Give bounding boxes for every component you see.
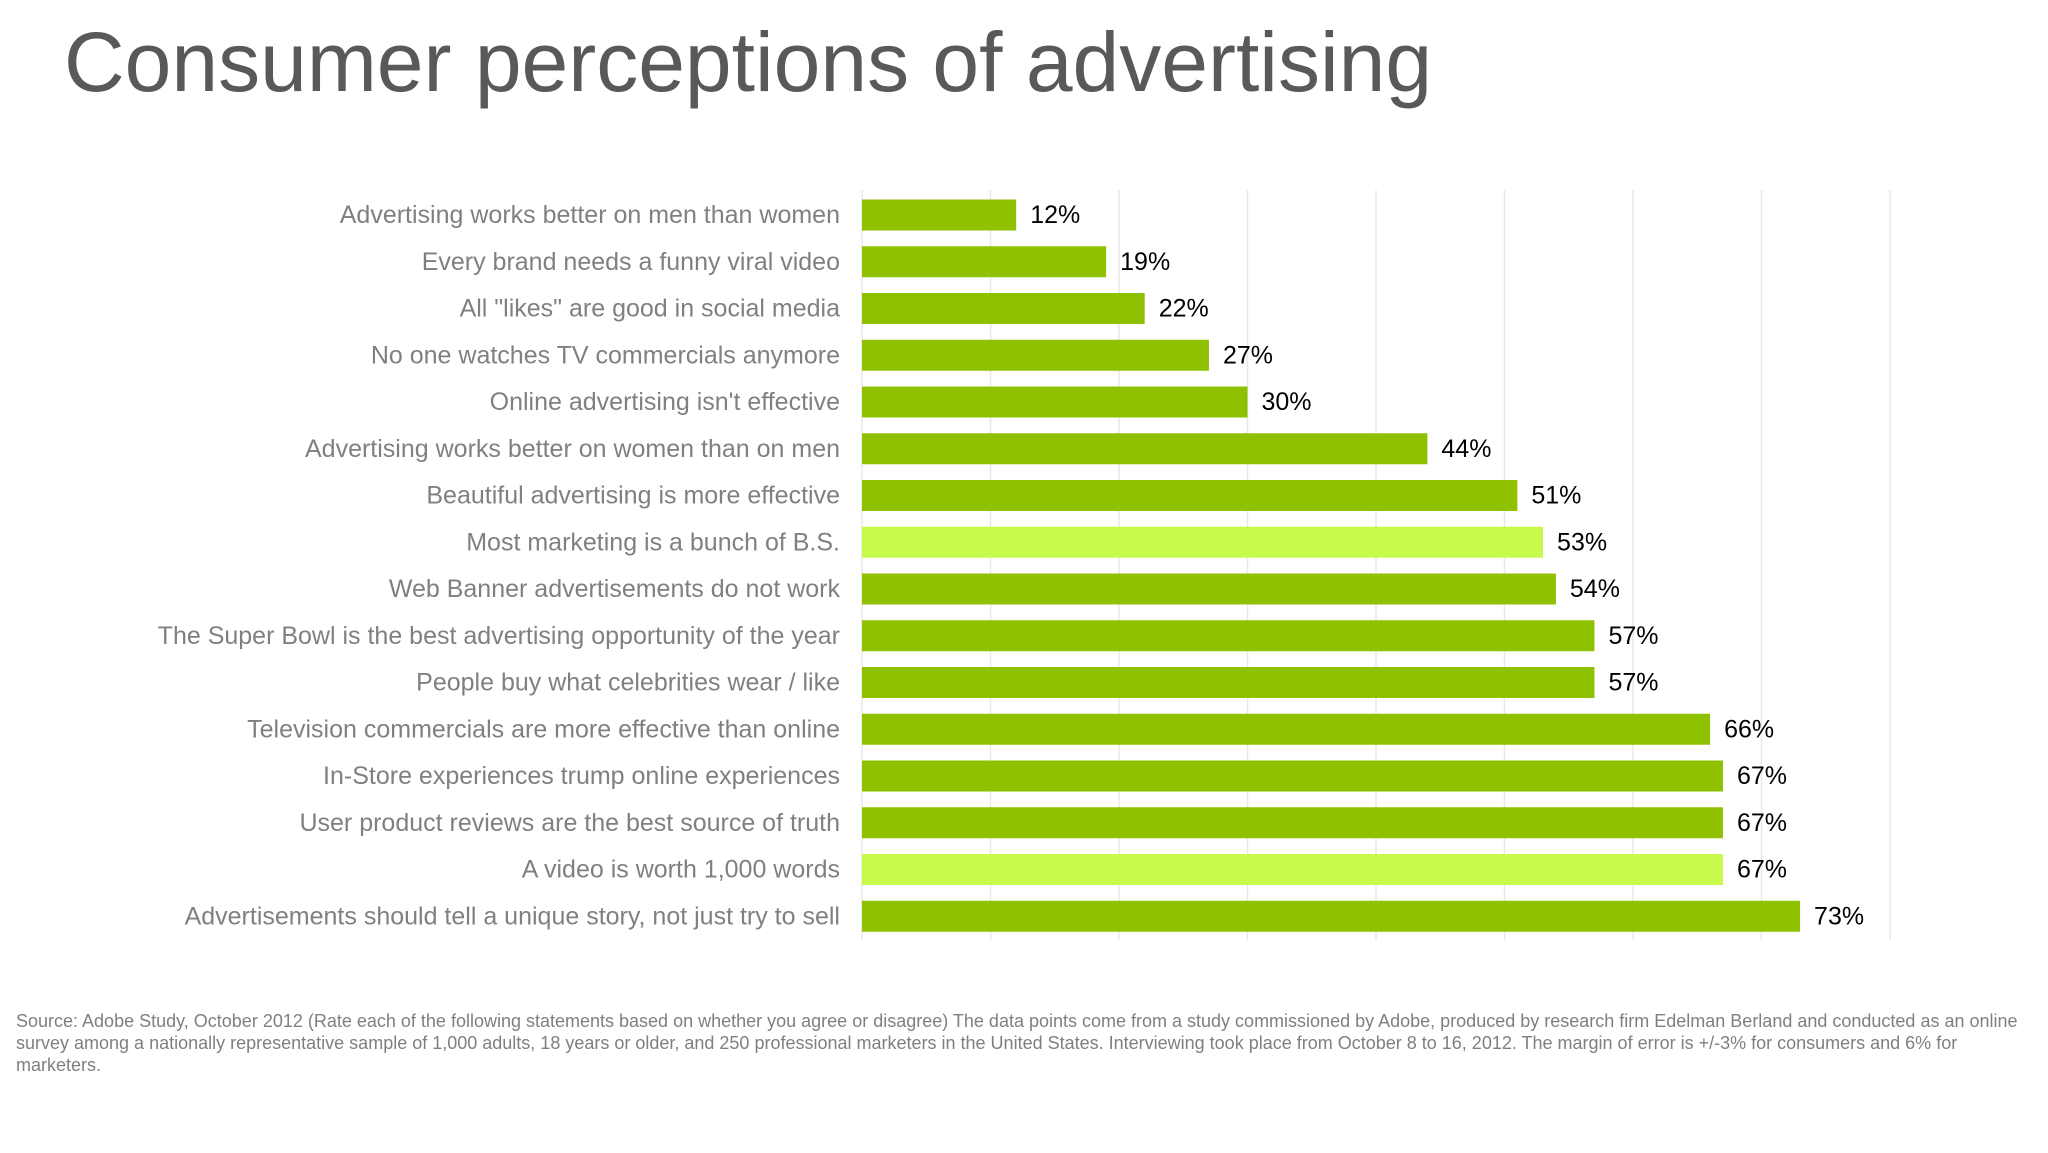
value-label-4: 30% bbox=[1262, 388, 1312, 416]
bar-3 bbox=[862, 339, 1209, 371]
category-label-10: People buy what celebrities wear / like bbox=[416, 669, 840, 697]
bar-1 bbox=[862, 246, 1107, 278]
category-label-8: Web Banner advertisements do not work bbox=[389, 575, 841, 603]
category-labels: Advertising works better on men than wom… bbox=[158, 201, 841, 930]
bar-6 bbox=[862, 480, 1518, 511]
page-title: Consumer perceptions of advertising bbox=[64, 15, 1433, 109]
bar-4 bbox=[862, 386, 1248, 418]
category-label-12: In-Store experiences trump online experi… bbox=[323, 762, 840, 790]
bar-14 bbox=[862, 854, 1723, 885]
category-label-13: User product reviews are the best source… bbox=[299, 809, 840, 837]
category-label-14: A video is worth 1,000 words bbox=[522, 856, 840, 884]
category-label-9: The Super Bowl is the best advertising o… bbox=[158, 622, 840, 650]
category-label-5: Advertising works better on women than o… bbox=[305, 435, 840, 463]
value-labels: 12% 19% 22% 27% 30% 44% 51% 53% 54% 57% 57% 66% 67% 6… bbox=[1030, 201, 1864, 930]
value-label-14: 67% bbox=[1737, 856, 1787, 884]
value-label-3: 27% bbox=[1223, 341, 1273, 369]
category-label-2: All "likes" are good in social media bbox=[460, 295, 841, 323]
category-label-3: No one watches TV commercials anymore bbox=[371, 341, 840, 369]
bar-13 bbox=[862, 807, 1723, 839]
value-label-13: 67% bbox=[1737, 809, 1787, 837]
bar-7 bbox=[862, 526, 1544, 558]
bar-9 bbox=[862, 620, 1595, 652]
category-label-7: Most marketing is a bunch of B.S. bbox=[466, 528, 840, 556]
category-label-0: Advertising works better on men than wom… bbox=[340, 201, 840, 229]
value-label-7: 53% bbox=[1557, 528, 1607, 556]
bar-chart: Advertising works better on men than wom… bbox=[158, 190, 1891, 940]
value-label-5: 44% bbox=[1441, 435, 1491, 463]
bar-8 bbox=[862, 573, 1556, 605]
bar-5 bbox=[862, 433, 1428, 465]
value-label-8: 54% bbox=[1570, 575, 1620, 603]
value-label-9: 57% bbox=[1608, 622, 1658, 650]
category-label-11: Television commercials are more effectiv… bbox=[247, 715, 840, 743]
bar-10 bbox=[862, 667, 1595, 698]
bar-11 bbox=[862, 713, 1711, 745]
value-label-15: 73% bbox=[1814, 902, 1864, 930]
value-label-6: 51% bbox=[1531, 482, 1581, 510]
bar-12 bbox=[862, 760, 1723, 792]
bar-2 bbox=[862, 293, 1145, 324]
value-label-2: 22% bbox=[1159, 295, 1209, 323]
value-label-10: 57% bbox=[1608, 669, 1658, 697]
bars bbox=[862, 199, 1801, 932]
category-label-1: Every brand needs a funny viral video bbox=[422, 248, 840, 276]
value-label-12: 67% bbox=[1737, 762, 1787, 790]
bar-15 bbox=[862, 900, 1801, 932]
category-label-4: Online advertising isn't effective bbox=[490, 388, 840, 416]
category-label-6: Beautiful advertising is more effective bbox=[426, 482, 840, 510]
bar-0 bbox=[862, 199, 1017, 231]
value-label-0: 12% bbox=[1030, 201, 1080, 229]
value-label-11: 66% bbox=[1724, 715, 1774, 743]
value-label-1: 19% bbox=[1120, 248, 1170, 276]
source-note: Source: Adobe Study, October 2012 (Rate … bbox=[16, 1011, 2018, 1075]
category-label-15: Advertisements should tell a unique stor… bbox=[185, 902, 840, 930]
